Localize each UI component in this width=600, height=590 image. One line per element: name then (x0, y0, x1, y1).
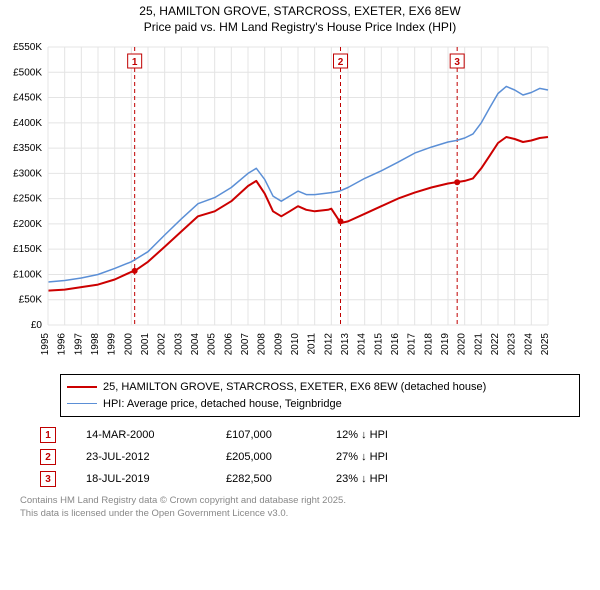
legend-box: 25, HAMILTON GROVE, STARCROSS, EXETER, E… (60, 374, 580, 417)
svg-text:2025: 2025 (540, 333, 551, 356)
svg-text:2011: 2011 (307, 333, 318, 355)
svg-text:2024: 2024 (523, 333, 534, 356)
svg-text:£250K: £250K (13, 194, 42, 205)
legend-swatch (67, 386, 97, 388)
svg-text:2002: 2002 (157, 333, 168, 356)
svg-text:2000: 2000 (123, 333, 134, 356)
sales-table: 1 14-MAR-2000£107,00012% ↓ HPI 2 23-JUL-201… (40, 427, 580, 487)
svg-text:2012: 2012 (323, 333, 334, 356)
sale-price: £282,500 (226, 473, 336, 485)
svg-text:2: 2 (338, 57, 344, 68)
svg-text:£350K: £350K (13, 143, 42, 154)
svg-text:2020: 2020 (457, 333, 468, 356)
svg-text:2006: 2006 (223, 333, 234, 356)
svg-text:1999: 1999 (107, 333, 118, 356)
svg-text:2019: 2019 (440, 333, 451, 356)
svg-text:£300K: £300K (13, 169, 42, 180)
price-chart-svg: £0 £50K £100K £150K £200K £250K £300K £350K £400… (0, 41, 560, 363)
svg-text:2015: 2015 (373, 333, 384, 356)
svg-text:£200K: £200K (13, 219, 42, 230)
sale-delta: 27% ↓ HPI (336, 451, 436, 463)
footer-line-1: Contains HM Land Registry data © Crown c… (20, 495, 580, 507)
chart-area: £0 £50K £100K £150K £200K £250K £300K £350K £400… (0, 41, 600, 366)
sale-marker-box: 3 (40, 471, 56, 487)
sale-marker-box: 2 (40, 449, 56, 465)
sale-marker-box: 1 (40, 427, 56, 443)
svg-text:2013: 2013 (340, 333, 351, 356)
legend-row: HPI: Average price, detached house, Teig… (67, 396, 573, 413)
svg-text:2001: 2001 (140, 333, 151, 356)
svg-text:2003: 2003 (173, 333, 184, 356)
svg-text:2007: 2007 (240, 333, 251, 356)
svg-text:2010: 2010 (290, 333, 301, 356)
svg-text:1: 1 (132, 57, 138, 68)
title-line-1: 25, HAMILTON GROVE, STARCROSS, EXETER, E… (0, 4, 600, 20)
svg-text:1995: 1995 (40, 333, 51, 356)
sale-delta: 12% ↓ HPI (336, 429, 436, 441)
svg-text:2021: 2021 (473, 333, 484, 356)
svg-text:£0: £0 (31, 320, 43, 331)
svg-text:1997: 1997 (73, 333, 84, 356)
sale-price: £107,000 (226, 429, 336, 441)
sale-date: 14-MAR-2000 (86, 429, 226, 441)
svg-text:1998: 1998 (90, 333, 101, 356)
svg-text:£500K: £500K (13, 67, 42, 78)
svg-text:3: 3 (454, 57, 460, 68)
svg-text:2005: 2005 (207, 333, 218, 356)
svg-text:£450K: £450K (13, 93, 42, 104)
sale-row: 1 14-MAR-2000£107,00012% ↓ HPI (40, 427, 580, 443)
sale-price: £205,000 (226, 451, 336, 463)
sale-date: 23-JUL-2012 (86, 451, 226, 463)
svg-text:2023: 2023 (507, 333, 518, 356)
sale-row: 3 18-JUL-2019£282,50023% ↓ HPI (40, 471, 580, 487)
svg-text:2016: 2016 (390, 333, 401, 356)
legend-label: HPI: Average price, detached house, Teig… (103, 396, 342, 413)
legend-label: 25, HAMILTON GROVE, STARCROSS, EXETER, E… (103, 379, 486, 396)
footer-line-2: This data is licensed under the Open Gov… (20, 508, 580, 520)
sale-delta: 23% ↓ HPI (336, 473, 436, 485)
svg-text:2022: 2022 (490, 333, 501, 356)
svg-text:£150K: £150K (13, 244, 42, 255)
legend-row: 25, HAMILTON GROVE, STARCROSS, EXETER, E… (67, 379, 573, 396)
svg-text:2017: 2017 (407, 333, 418, 356)
sale-date: 18-JUL-2019 (86, 473, 226, 485)
svg-text:£100K: £100K (13, 270, 42, 281)
svg-text:£400K: £400K (13, 118, 42, 129)
sale-row: 2 23-JUL-2012£205,00027% ↓ HPI (40, 449, 580, 465)
svg-text:2018: 2018 (423, 333, 434, 356)
chart-title-block: 25, HAMILTON GROVE, STARCROSS, EXETER, E… (0, 0, 600, 35)
svg-text:2009: 2009 (273, 333, 284, 356)
legend-swatch (67, 403, 97, 404)
svg-text:1996: 1996 (57, 333, 68, 356)
svg-text:2008: 2008 (257, 333, 268, 356)
svg-text:£550K: £550K (13, 42, 42, 53)
title-line-2: Price paid vs. HM Land Registry's House … (0, 20, 600, 36)
svg-text:2004: 2004 (190, 333, 201, 356)
footer-attribution: Contains HM Land Registry data © Crown c… (20, 495, 580, 520)
svg-text:£50K: £50K (19, 295, 43, 306)
svg-text:2014: 2014 (357, 333, 368, 356)
